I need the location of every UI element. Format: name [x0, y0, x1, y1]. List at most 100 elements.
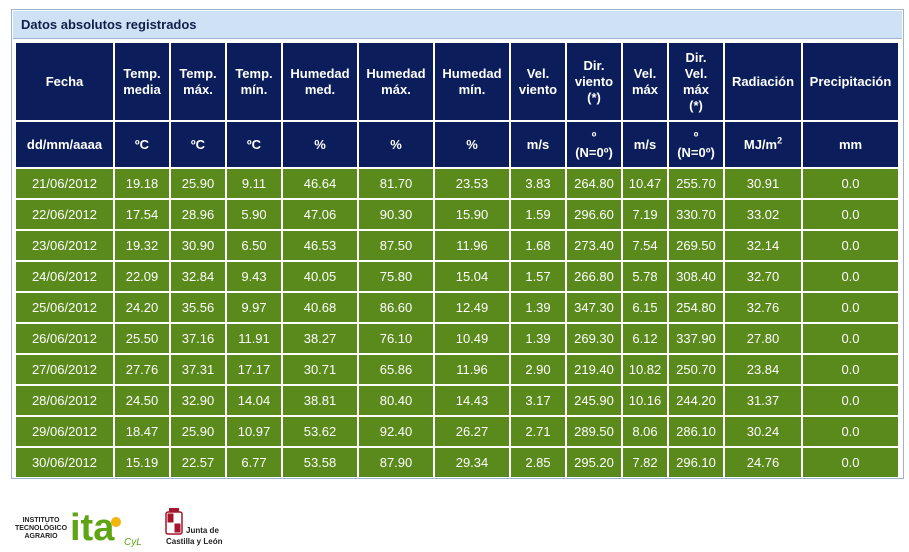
value-cell: 11.96	[435, 231, 509, 260]
value-cell: 7.19	[623, 200, 667, 229]
column-header-label: med.	[304, 81, 336, 97]
value-cell: 23.53	[435, 169, 509, 198]
column-unit-label: MJ/m	[743, 136, 778, 152]
value-cell: 254.80	[669, 293, 723, 322]
value-cell: 289.50	[567, 417, 621, 446]
value-cell: 295.20	[567, 448, 621, 477]
date-cell: 27/06/2012	[16, 355, 113, 384]
column-header-label: Radiación	[731, 73, 795, 89]
value-cell: 12.49	[435, 293, 509, 322]
value-cell: 0.0	[803, 293, 898, 322]
value-cell: 27.76	[115, 355, 169, 384]
column-unit: m/s	[623, 122, 667, 167]
column-header-label: Vel.	[633, 65, 657, 81]
column-unit: mm	[803, 122, 898, 167]
value-cell: 0.0	[803, 417, 898, 446]
value-cell: 32.76	[725, 293, 801, 322]
coat-of-arms-icon	[165, 508, 183, 535]
table-row: 21/06/2012 19.18 25.90 9.11 46.64 81.70 23.53 3…	[16, 169, 898, 198]
column-header-label: (*)	[689, 97, 703, 113]
value-cell: 0.0	[803, 448, 898, 477]
value-cell: 296.60	[567, 200, 621, 229]
ita-logo-dot-icon	[111, 517, 121, 527]
value-cell: 75.80	[359, 262, 433, 291]
value-cell: 10.16	[623, 386, 667, 415]
column-unit-exponent: 2	[777, 135, 783, 146]
table-row: 26/06/2012 25.50 37.16 11.91 38.27 76.10 10.49…	[16, 324, 898, 353]
column-header-label: media	[123, 81, 161, 97]
column-header-label: máx	[682, 81, 710, 97]
table-row: 25/06/2012 24.20 35.56 9.97 40.68 86.60 12.49 1…	[16, 293, 898, 322]
value-cell: 25.50	[115, 324, 169, 353]
value-cell: 19.32	[115, 231, 169, 260]
value-cell: 87.50	[359, 231, 433, 260]
column-unit-label: m/s	[526, 136, 550, 152]
value-cell: 53.62	[283, 417, 357, 446]
value-cell: 10.49	[435, 324, 509, 353]
column-header: Vel. máx	[623, 43, 667, 120]
column-unit: %	[435, 122, 509, 167]
table-row: 30/06/2012 15.19 22.57 6.77 53.58 87.90 29.34 2…	[16, 448, 898, 477]
value-cell: 9.11	[227, 169, 281, 198]
value-cell: 35.56	[171, 293, 225, 322]
column-header: Temp. mín.	[227, 43, 281, 120]
value-cell: 296.10	[669, 448, 723, 477]
column-header-label: (*)	[587, 89, 601, 105]
value-cell: 8.06	[623, 417, 667, 446]
value-cell: 2.71	[511, 417, 565, 446]
date-cell: 28/06/2012	[16, 386, 113, 415]
value-cell: 219.40	[567, 355, 621, 384]
column-header-label: máx.	[183, 81, 213, 97]
column-header-label: Humedad	[366, 65, 426, 81]
value-cell: 32.14	[725, 231, 801, 260]
column-unit: º (N=0º)	[567, 122, 621, 167]
value-cell: 53.58	[283, 448, 357, 477]
column-header-label: mín.	[240, 81, 268, 97]
value-cell: 29.34	[435, 448, 509, 477]
column-unit: ºC	[171, 122, 225, 167]
footer-logos: INSTITUTO TECNOLÓGICO AGRARIO ita CyL Ju…	[12, 500, 242, 550]
value-cell: 25.90	[171, 417, 225, 446]
column-unit: MJ/m2	[725, 122, 801, 167]
value-cell: 87.90	[359, 448, 433, 477]
column-header-label: Humedad	[290, 65, 350, 81]
column-header: Precipitación	[803, 43, 898, 120]
value-cell: 65.86	[359, 355, 433, 384]
column-header-label: Dir.	[685, 49, 707, 65]
value-cell: 245.90	[567, 386, 621, 415]
value-cell: 7.82	[623, 448, 667, 477]
value-cell: 24.50	[115, 386, 169, 415]
value-cell: 269.50	[669, 231, 723, 260]
value-cell: 10.97	[227, 417, 281, 446]
junta-castilla-leon-logo: Junta de Castilla y León	[165, 508, 223, 546]
column-header: Dir. Vel. máx (*)	[669, 43, 723, 120]
value-cell: 26.27	[435, 417, 509, 446]
value-cell: 0.0	[803, 324, 898, 353]
ita-logo-mark: ita	[70, 507, 115, 549]
column-unit-label: ºC	[134, 136, 150, 152]
value-cell: 27.80	[725, 324, 801, 353]
value-cell: 14.04	[227, 386, 281, 415]
value-cell: 15.90	[435, 200, 509, 229]
column-header-label: Dir.	[583, 57, 605, 73]
column-unit: %	[283, 122, 357, 167]
column-unit: º (N=0º)	[669, 122, 723, 167]
column-header-label: Temp.	[179, 65, 217, 81]
value-cell: 286.10	[669, 417, 723, 446]
value-cell: 2.90	[511, 355, 565, 384]
value-cell: 40.68	[283, 293, 357, 322]
value-cell: 30.91	[725, 169, 801, 198]
value-cell: 28.96	[171, 200, 225, 229]
column-unit: m/s	[511, 122, 565, 167]
value-cell: 33.02	[725, 200, 801, 229]
column-unit: dd/mm/aaaa	[16, 122, 113, 167]
units-row: dd/mm/aaaa ºC ºC ºC%%% m/s º (N=0º) m/s º (N=0º) M…	[16, 122, 898, 167]
value-cell: 6.15	[623, 293, 667, 322]
column-header-label: Fecha	[45, 73, 84, 89]
ita-logo-line3: AGRARIO	[24, 533, 58, 540]
value-cell: 6.77	[227, 448, 281, 477]
column-unit-label: mm	[838, 136, 863, 152]
value-cell: 32.84	[171, 262, 225, 291]
value-cell: 330.70	[669, 200, 723, 229]
value-cell: 0.0	[803, 355, 898, 384]
